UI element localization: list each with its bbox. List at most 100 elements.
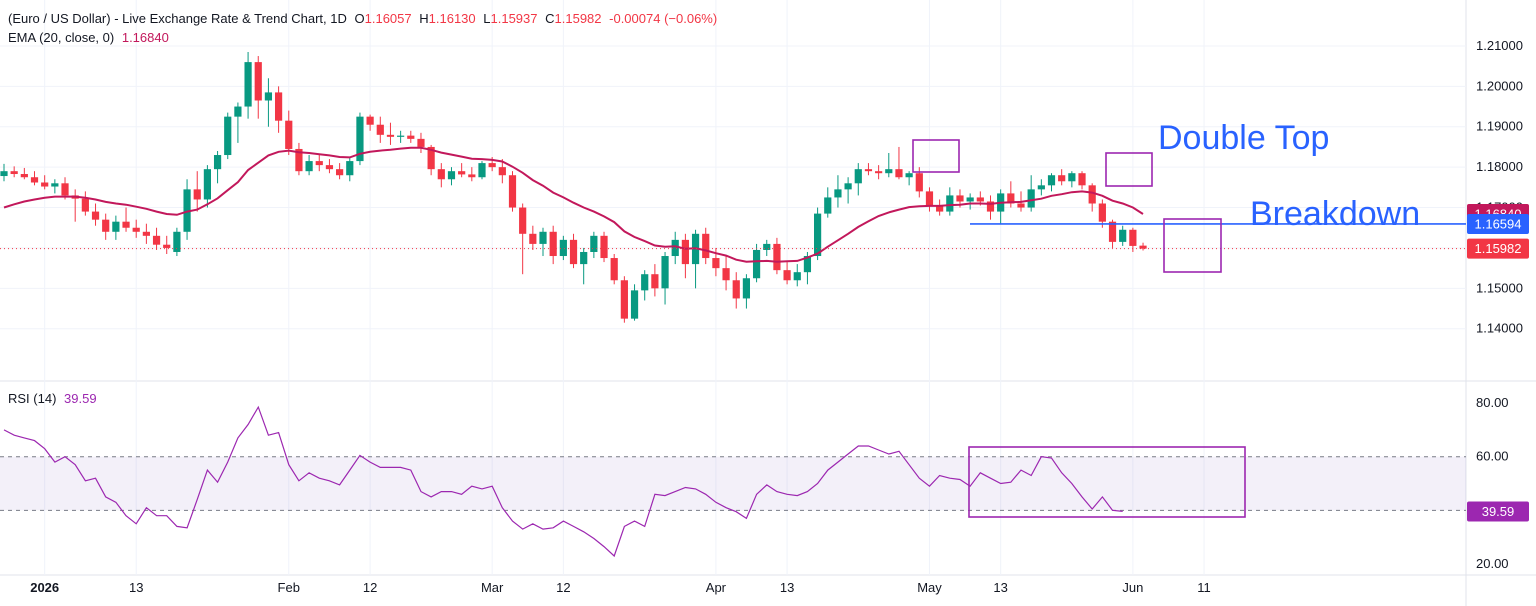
candle-body — [81, 198, 89, 212]
ema-label: EMA (20, close, 0) — [8, 30, 115, 45]
price-tick-label: 1.21000 — [1476, 38, 1523, 53]
candle-body — [580, 251, 588, 265]
rsi-value: 39.59 — [64, 391, 97, 406]
time-tick-label: Mar — [481, 580, 504, 595]
candle-body — [1098, 203, 1106, 222]
candle-body — [102, 219, 110, 232]
candle-body — [661, 256, 669, 289]
candle-body — [651, 274, 659, 289]
candle-body — [498, 167, 506, 176]
candle-body — [1007, 193, 1015, 204]
candle-body — [1058, 175, 1066, 182]
candle-body — [549, 231, 557, 257]
candle-body — [814, 213, 822, 257]
candle-body — [976, 197, 984, 202]
candle-body — [295, 148, 303, 172]
double-top-box-2 — [1105, 152, 1153, 187]
candle-body — [600, 235, 608, 259]
candle-body — [20, 174, 28, 178]
candle-body — [183, 189, 191, 232]
last-price-badge: 1.15982 — [1475, 241, 1522, 256]
close-value: 1.15982 — [554, 11, 602, 26]
time-tick-label: 2026 — [30, 580, 59, 595]
candle-body — [366, 116, 374, 125]
candle-body — [559, 239, 567, 257]
candle-body — [854, 169, 862, 184]
candle-body — [824, 197, 832, 214]
close-label: C — [545, 11, 555, 26]
candle-body — [803, 256, 812, 273]
time-tick-label: 12 — [363, 580, 377, 595]
candle-body — [956, 195, 964, 202]
candle-body — [193, 189, 201, 200]
price-tick-label: 1.19000 — [1476, 119, 1523, 134]
rsi-range-box — [968, 446, 1246, 518]
time-tick-label: 13 — [993, 580, 1007, 595]
candle-body — [315, 161, 323, 166]
candle-body — [112, 221, 120, 232]
candle-body — [488, 163, 496, 168]
candle-body — [1119, 229, 1127, 242]
candle-body — [325, 165, 334, 170]
candle-body — [1027, 189, 1035, 208]
candle-body — [1078, 173, 1086, 186]
candle-body — [478, 163, 486, 178]
price-tick-label: 1.18000 — [1476, 159, 1523, 174]
candle-body — [163, 244, 171, 248]
candle-body — [742, 278, 751, 299]
candle-body — [61, 183, 69, 196]
candle-body — [610, 258, 618, 281]
candle-body — [936, 205, 944, 212]
candle-body — [722, 268, 730, 281]
low-value: 1.15937 — [490, 11, 538, 26]
time-tick-label: 13 — [129, 580, 143, 595]
candle-body — [895, 169, 903, 178]
breakdown-price-badge: 1.16594 — [1475, 216, 1522, 231]
candle-body — [0, 171, 8, 177]
candle-body — [966, 197, 974, 202]
candle-body — [1139, 245, 1147, 249]
candle-body — [224, 116, 232, 156]
candle-body — [203, 169, 211, 200]
double-top-annotation: Double Top — [1158, 119, 1329, 157]
last-price-badge-bg — [1467, 238, 1529, 259]
time-tick-label: 13 — [780, 580, 794, 595]
candle-body — [152, 235, 161, 245]
candle-body — [407, 135, 415, 139]
candle-body — [885, 169, 893, 174]
candle-body — [142, 231, 150, 236]
candle-body — [336, 169, 344, 176]
candle-body — [468, 174, 476, 178]
price-tick-label: 1.20000 — [1476, 78, 1523, 93]
candle-body — [427, 146, 435, 170]
candle-body — [305, 161, 313, 172]
candle-body — [447, 171, 456, 180]
candle-body — [397, 135, 405, 137]
candle-body — [51, 183, 59, 187]
time-tick-label: Feb — [278, 580, 300, 595]
candle-body — [376, 124, 384, 135]
candle-body — [41, 182, 49, 187]
candle-body — [712, 258, 720, 269]
candle-body — [244, 62, 252, 107]
candle-body — [671, 239, 679, 257]
candle-body — [681, 239, 689, 265]
candle-body — [732, 280, 740, 299]
candle-body — [254, 62, 262, 101]
candle-body — [641, 274, 649, 291]
candle-body — [875, 171, 883, 174]
candle-body — [346, 161, 354, 176]
price-tick-label: 1.15000 — [1476, 280, 1523, 295]
rsi-line — [3, 405, 1123, 558]
candle-body — [702, 233, 710, 259]
candle-body — [1088, 185, 1096, 204]
candle-body — [1047, 175, 1056, 186]
candle-body — [1017, 203, 1025, 208]
time-tick-label: May — [917, 580, 942, 595]
candle-body — [752, 249, 761, 279]
candle-body — [834, 189, 842, 198]
open-value: 1.16057 — [364, 11, 412, 26]
candle-body — [1037, 185, 1045, 190]
